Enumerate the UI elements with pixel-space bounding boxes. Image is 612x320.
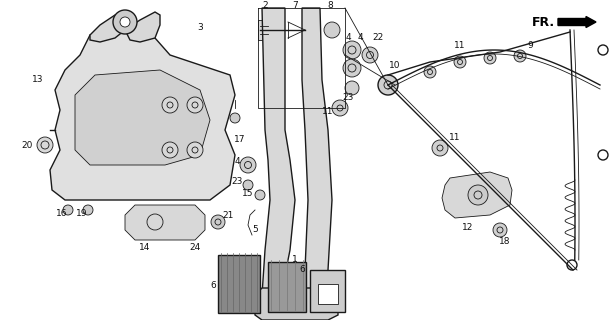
Circle shape [345,81,359,95]
Text: 3: 3 [197,23,203,33]
Bar [268,262,306,312]
Circle shape [484,52,496,64]
Text: 8: 8 [327,1,333,10]
Text: 11: 11 [454,41,466,50]
Circle shape [113,10,137,34]
Text: 13: 13 [32,76,43,84]
Text: 4: 4 [345,34,351,43]
Bar [258,20,276,40]
Circle shape [424,66,436,78]
Bar [218,255,260,313]
Polygon shape [125,12,160,42]
Circle shape [211,215,225,229]
FancyArrow shape [558,17,596,28]
Text: 5: 5 [252,226,258,235]
Circle shape [324,22,340,38]
Polygon shape [50,30,235,200]
Text: 18: 18 [499,237,511,246]
Circle shape [598,150,608,160]
Circle shape [83,205,93,215]
Polygon shape [255,288,338,320]
Circle shape [162,142,178,158]
Bar [318,284,338,304]
Text: 4: 4 [234,157,240,166]
Bar [310,270,345,312]
Circle shape [598,45,608,55]
Text: 2: 2 [262,1,268,10]
Polygon shape [90,12,130,42]
Text: 12: 12 [462,223,474,233]
Circle shape [514,50,526,62]
Polygon shape [262,8,295,300]
Circle shape [162,97,178,113]
Text: 21: 21 [222,211,234,220]
Circle shape [63,205,73,215]
Circle shape [187,97,203,113]
Text: 9: 9 [527,41,533,50]
Circle shape [378,75,398,95]
Circle shape [567,260,577,270]
Polygon shape [442,172,512,218]
Text: 10: 10 [389,60,401,69]
Text: 6: 6 [210,281,216,290]
Text: 4: 4 [357,34,363,43]
Text: 6: 6 [299,266,305,275]
Text: 24: 24 [189,244,201,252]
Circle shape [343,41,361,59]
Text: 17: 17 [234,135,246,145]
Text: FR.: FR. [532,15,555,28]
Text: 16: 16 [56,209,68,218]
Circle shape [343,59,361,77]
Text: 20: 20 [21,140,32,149]
Circle shape [454,56,466,68]
Circle shape [37,137,53,153]
Circle shape [120,17,130,27]
Text: 14: 14 [140,244,151,252]
Text: 15: 15 [242,188,254,197]
Text: 1: 1 [292,255,298,265]
Circle shape [243,180,253,190]
Circle shape [493,223,507,237]
Text: 7: 7 [292,1,298,10]
Text: 19: 19 [76,209,88,218]
Polygon shape [300,8,332,310]
Circle shape [362,47,378,63]
Circle shape [332,100,348,116]
Circle shape [230,113,240,123]
Polygon shape [75,70,210,165]
Text: 22: 22 [372,34,384,43]
Circle shape [468,185,488,205]
Circle shape [240,157,256,173]
Circle shape [187,142,203,158]
Polygon shape [125,205,205,240]
Circle shape [432,140,448,156]
Text: 23: 23 [342,93,354,102]
Circle shape [255,190,265,200]
Text: 11: 11 [323,108,334,116]
Text: 23: 23 [231,178,243,187]
Text: 11: 11 [449,133,461,142]
